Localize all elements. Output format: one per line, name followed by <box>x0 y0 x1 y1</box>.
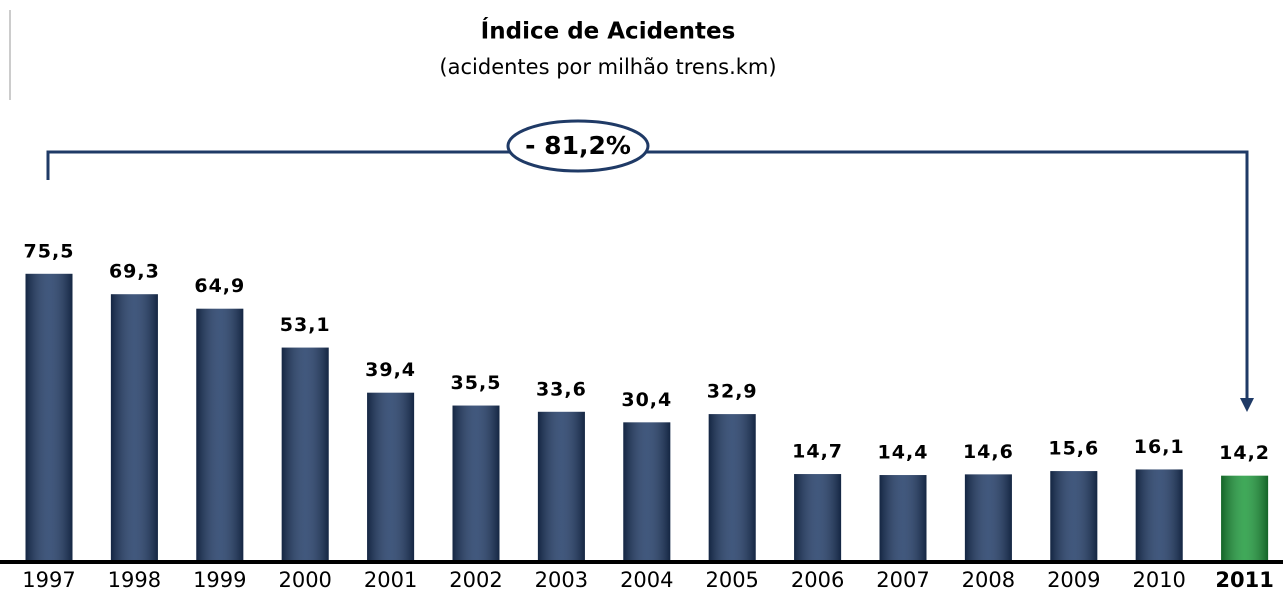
x-tick-label: 2008 <box>962 568 1015 592</box>
value-label: 14,7 <box>792 441 843 463</box>
arrow-head <box>1240 398 1254 412</box>
x-tick-label: 2007 <box>876 568 929 592</box>
bar-shade <box>623 422 671 562</box>
value-label: 15,6 <box>1048 438 1099 460</box>
value-label: 14,4 <box>878 442 929 464</box>
bar-shade <box>964 474 1012 562</box>
bar-shade <box>196 308 244 562</box>
bar-shade <box>708 414 756 562</box>
bar-shade <box>1050 471 1098 562</box>
bar-shade <box>452 405 500 562</box>
annotation: - 81,2% <box>525 131 631 160</box>
bar-shade <box>1135 469 1183 562</box>
x-tick-label: 2010 <box>1132 568 1185 592</box>
bar-shade <box>281 347 329 562</box>
bar-shade <box>794 474 842 562</box>
chart-subtitle: (acidentes por milhão trens.km) <box>439 55 776 79</box>
value-label: 32,9 <box>707 381 758 403</box>
value-label: 39,4 <box>365 359 416 381</box>
x-tick-label: 1998 <box>108 568 161 592</box>
value-label: 33,6 <box>536 378 587 400</box>
x-tick-label: 2001 <box>364 568 417 592</box>
bar-shade <box>1221 475 1269 562</box>
bar-shade <box>25 273 73 562</box>
x-tick-label: 2000 <box>278 568 331 592</box>
x-tick-label: 2006 <box>791 568 844 592</box>
value-label: 14,2 <box>1219 442 1270 464</box>
x-tick-label: 2005 <box>705 568 758 592</box>
x-tick-label: 2002 <box>449 568 502 592</box>
bar-shade <box>879 475 927 562</box>
annotation-ellipse <box>506 119 650 173</box>
x-tick-label: 1997 <box>22 568 75 592</box>
value-label: 53,1 <box>280 314 331 336</box>
value-label: 14,6 <box>963 441 1014 463</box>
x-tick-label: 2004 <box>620 568 673 592</box>
x-tick-label: 1999 <box>193 568 246 592</box>
x-tick-label: 2011 <box>1215 568 1273 592</box>
x-tick-label: 2009 <box>1047 568 1100 592</box>
value-label: 30,4 <box>621 389 672 411</box>
bar-shade <box>367 392 415 562</box>
bar-shade <box>110 294 158 562</box>
value-label: 69,3 <box>109 261 160 283</box>
bar-shade <box>537 411 585 562</box>
chart-title: Índice de Acidentes <box>481 17 736 45</box>
value-label: 16,1 <box>1134 436 1185 458</box>
x-tick-label: 2003 <box>535 568 588 592</box>
value-label: 35,5 <box>451 372 502 394</box>
value-label: 75,5 <box>24 240 75 262</box>
value-label: 64,9 <box>194 275 245 297</box>
